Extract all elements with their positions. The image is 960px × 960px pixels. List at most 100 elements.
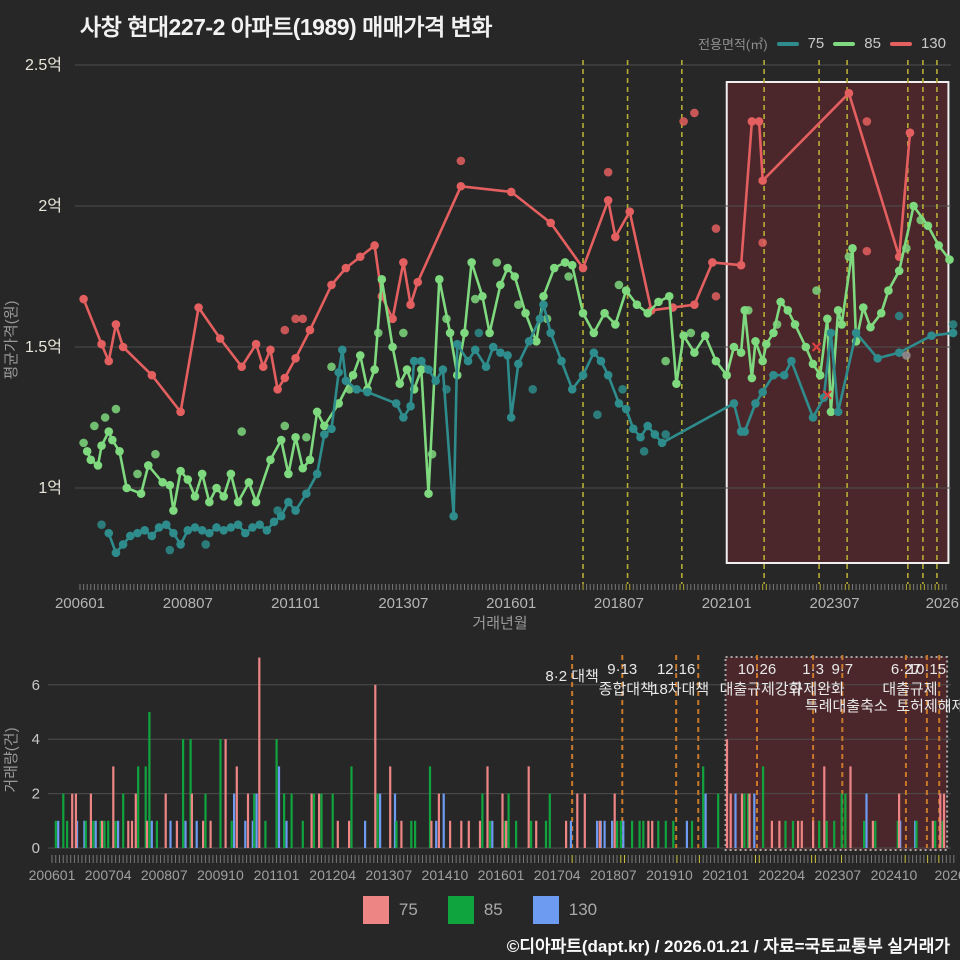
volume-bar <box>501 793 504 848</box>
volume-bar <box>942 793 946 848</box>
line-dot <box>815 370 825 380</box>
scatter-dot <box>111 404 121 414</box>
line-dot <box>535 314 545 324</box>
volume-bar <box>478 820 482 848</box>
line-dot <box>478 291 487 301</box>
line-dot <box>298 463 308 473</box>
volume-bar <box>507 793 510 848</box>
volume-bar <box>400 820 403 848</box>
legend-dash-75[interactable] <box>776 41 799 46</box>
line-dot <box>233 497 243 507</box>
policy-annotation: 12·16 18차대책 <box>651 661 709 698</box>
policy-annotation: 9·13 종합대책 <box>599 661 654 698</box>
volume-bar <box>134 793 137 848</box>
volume-bar <box>117 820 120 848</box>
volume-bar <box>642 820 645 848</box>
volume-bar <box>84 820 87 848</box>
volume-bar <box>331 793 334 848</box>
volume-bar <box>277 766 281 848</box>
volume-bar <box>740 793 744 848</box>
volume-bar <box>320 793 323 848</box>
volume-legend-item-130[interactable]: 130 <box>532 896 597 924</box>
line-dot <box>406 401 415 411</box>
volume-bar <box>127 820 130 848</box>
line-dot <box>467 258 476 267</box>
volume-bar <box>230 820 233 848</box>
line-dot <box>923 221 933 231</box>
x-tick-label: 202410 <box>871 867 918 883</box>
line-dot <box>291 432 300 442</box>
line-dot <box>391 399 401 408</box>
x-marker <box>811 342 822 352</box>
y-tick-label: 6 <box>32 677 40 694</box>
x-tick-label: 201704 <box>534 867 581 883</box>
volume-bar <box>107 820 110 848</box>
line-dot <box>740 306 750 315</box>
volume-bar <box>622 820 625 848</box>
line-dot <box>833 407 843 417</box>
volume-bar <box>488 820 491 848</box>
volume-legend-item-75[interactable]: 75 <box>362 896 418 924</box>
line-dot <box>355 252 365 262</box>
volume-bar <box>460 820 463 848</box>
annotation-date: 6·27 <box>891 661 921 678</box>
line-dot <box>108 435 117 445</box>
annotation-name: 특례대출축소 <box>805 698 888 715</box>
legend-label-85[interactable]: 85 <box>864 35 881 52</box>
line-dot <box>248 523 257 532</box>
volume-bar <box>235 766 238 848</box>
policy-annotation: 8·2 대책 <box>545 668 598 685</box>
line-dot <box>463 356 473 366</box>
legend-dash-130[interactable] <box>889 41 912 46</box>
line-dot <box>126 531 135 541</box>
line-dot <box>751 399 760 408</box>
volume-bar <box>144 766 147 848</box>
volume-bar <box>812 820 815 848</box>
volume-bar <box>865 793 868 848</box>
volume-bar <box>753 793 756 848</box>
line-dot <box>355 351 365 360</box>
line-dot <box>176 466 185 476</box>
line-dot <box>97 441 106 451</box>
volume-bar <box>548 793 551 848</box>
line-dot <box>603 370 613 380</box>
line-dot <box>740 427 750 436</box>
legend-dash-85[interactable] <box>833 41 856 46</box>
line-dot <box>751 337 760 346</box>
volume-bar <box>825 820 828 848</box>
annotation-text: 8·2 대책 <box>545 668 598 685</box>
line-dot <box>417 356 426 366</box>
price-legend: 전용면적(㎡) 75 85 130 <box>698 34 946 53</box>
legend-title: 전용면적(㎡) <box>698 37 768 52</box>
line-dot <box>769 328 778 338</box>
volume-bar <box>437 793 440 848</box>
line-dot <box>320 430 329 439</box>
volume-bar <box>92 820 95 848</box>
volume-bar <box>596 820 599 848</box>
volume-bar <box>103 820 106 848</box>
volume-bar <box>616 820 619 848</box>
scatter-dot <box>456 156 466 166</box>
line-dot <box>219 526 229 535</box>
x-tick-label: 201910 <box>646 867 693 883</box>
volume-bar <box>613 793 616 848</box>
legend-label-130[interactable]: 130 <box>920 35 946 52</box>
volume-bar <box>246 793 250 848</box>
y-tick-label: 1억 <box>38 479 62 497</box>
line-dot <box>237 362 246 372</box>
line-dot <box>894 348 904 357</box>
volume-bar <box>527 766 530 848</box>
volume-bar <box>364 820 367 848</box>
line-dot <box>632 300 642 310</box>
x-tick-label: 201307 <box>378 595 428 612</box>
volume-legend-item-85[interactable]: 85 <box>447 896 503 924</box>
volume-bar <box>244 820 247 848</box>
line-dot <box>747 373 757 383</box>
x-tick-label: 200601 <box>55 595 105 612</box>
volume-bar <box>379 793 382 848</box>
line-dot <box>514 359 523 369</box>
volume-bar <box>428 766 432 848</box>
line-dot <box>690 348 699 357</box>
legend-label-75[interactable]: 75 <box>807 35 825 52</box>
volume-bar <box>101 820 104 848</box>
